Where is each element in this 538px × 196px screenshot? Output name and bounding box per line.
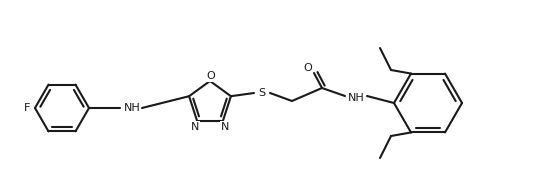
Text: NH: NH	[124, 103, 140, 113]
Text: F: F	[24, 103, 30, 113]
Text: O: O	[303, 63, 313, 73]
Text: O: O	[207, 71, 215, 81]
Text: N: N	[191, 122, 199, 132]
Text: N: N	[221, 122, 229, 132]
Text: S: S	[258, 88, 266, 98]
Text: NH: NH	[348, 93, 364, 103]
